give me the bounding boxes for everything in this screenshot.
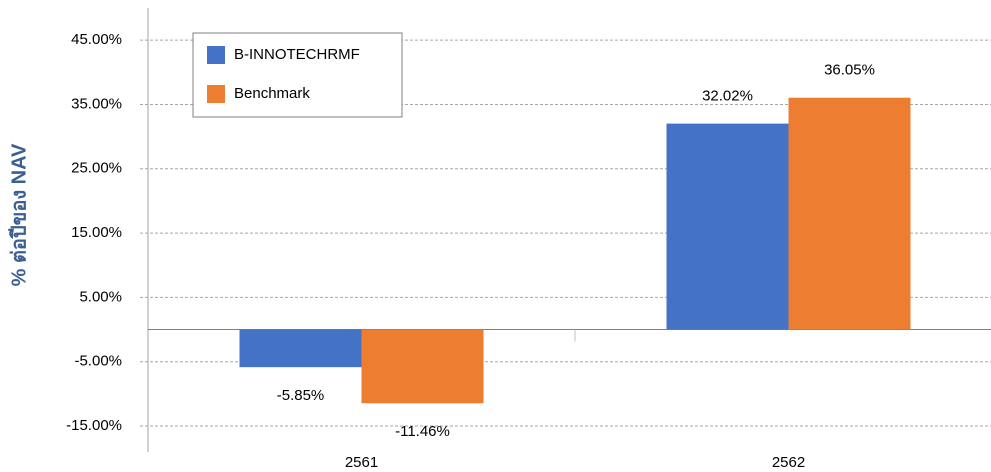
y-tick-label: 25.00% — [71, 160, 122, 177]
bar — [788, 97, 911, 330]
y-tick-label: -5.00% — [74, 353, 122, 370]
legend-swatch — [207, 85, 225, 103]
data-label: 32.02% — [702, 88, 753, 105]
y-tick-label: 35.00% — [71, 95, 122, 112]
bar — [239, 329, 362, 368]
y-tick-label: 45.00% — [71, 31, 122, 48]
x-tick-label: 2562 — [772, 454, 805, 471]
y-axis-label: % ต่อปีของ NAV — [7, 143, 30, 286]
x-tick-label: 2561 — [345, 454, 378, 471]
legend-label: Benchmark — [234, 85, 310, 102]
data-label: 36.05% — [824, 62, 875, 79]
bar — [666, 123, 789, 330]
legend-swatch — [207, 46, 225, 64]
data-label: -5.85% — [277, 387, 325, 404]
y-tick-label: -15.00% — [66, 417, 122, 434]
y-tick-label: 15.00% — [71, 224, 122, 241]
data-label: -11.46% — [395, 423, 450, 440]
y-tick-label: 5.00% — [79, 288, 122, 305]
legend-label: B-INNOTECHRMF — [234, 46, 360, 63]
bar — [361, 329, 484, 404]
legend-box — [192, 32, 403, 118]
